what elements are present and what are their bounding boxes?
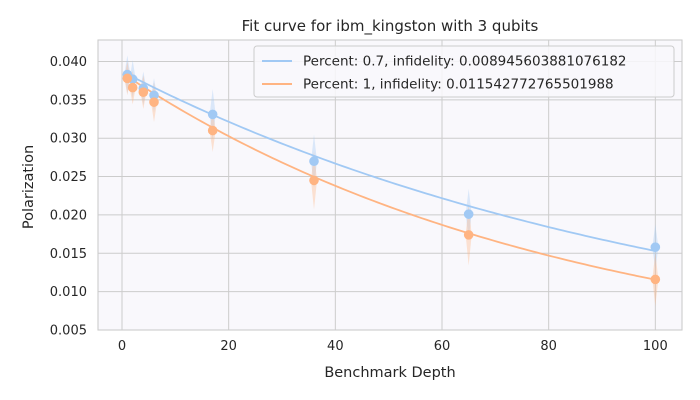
data-point-series-2 [138,87,149,97]
data-point-series-1 [463,209,474,219]
y-tick-label: 0.025 [50,170,87,185]
y-tick-label: 0.020 [50,208,87,223]
data-point-series-2 [650,274,661,285]
x-tick-label: 100 [643,339,668,354]
x-tick-label: 20 [220,339,237,354]
data-point-series-2 [122,73,133,84]
data-point-series-1 [650,242,661,252]
y-tick-label: 0.030 [50,132,87,147]
y-tick-label: 0.010 [50,285,87,300]
y-tick-label: 0.040 [50,55,87,70]
y-ticks: 0.005 0.010 0.015 0.020 0.025 0.030 0.035 0.040 [50,55,87,339]
data-point-series-2 [207,125,218,136]
data-point-series-2 [463,230,474,240]
legend-label-series-1: Percent: 0.7, infidelity: 0.008945603881… [303,54,627,70]
data-points [122,69,661,285]
y-axis-label: Polarization [21,145,37,229]
x-ticks: 0 20 40 60 80 100 [118,339,668,354]
data-point-series-2 [149,97,159,107]
data-point-series-2 [309,175,319,186]
data-point-series-1 [309,156,319,167]
data-point-series-1 [207,109,218,120]
x-tick-label: 80 [540,339,557,354]
x-tick-label: 60 [434,339,451,354]
y-tick-label: 0.035 [50,93,87,108]
legend-box [253,45,675,98]
x-axis-label: Benchmark Depth [324,365,455,381]
data-point-series-1 [149,90,159,101]
legend: Percent: 0.7, infidelity: 0.008945603881… [253,45,675,98]
data-point-series-2 [127,82,138,93]
plot-frame [97,39,683,331]
legend-label-series-2: Percent: 1, infidelity: 0.01154277276550… [303,77,614,93]
x-tick-label: 40 [327,339,344,354]
y-tick-label: 0.015 [50,247,87,262]
chart-title: Fit curve for ibm_kingston with 3 qubits [242,17,539,36]
x-tick-label: 0 [118,339,126,354]
y-tick-label: 0.005 [50,324,87,339]
